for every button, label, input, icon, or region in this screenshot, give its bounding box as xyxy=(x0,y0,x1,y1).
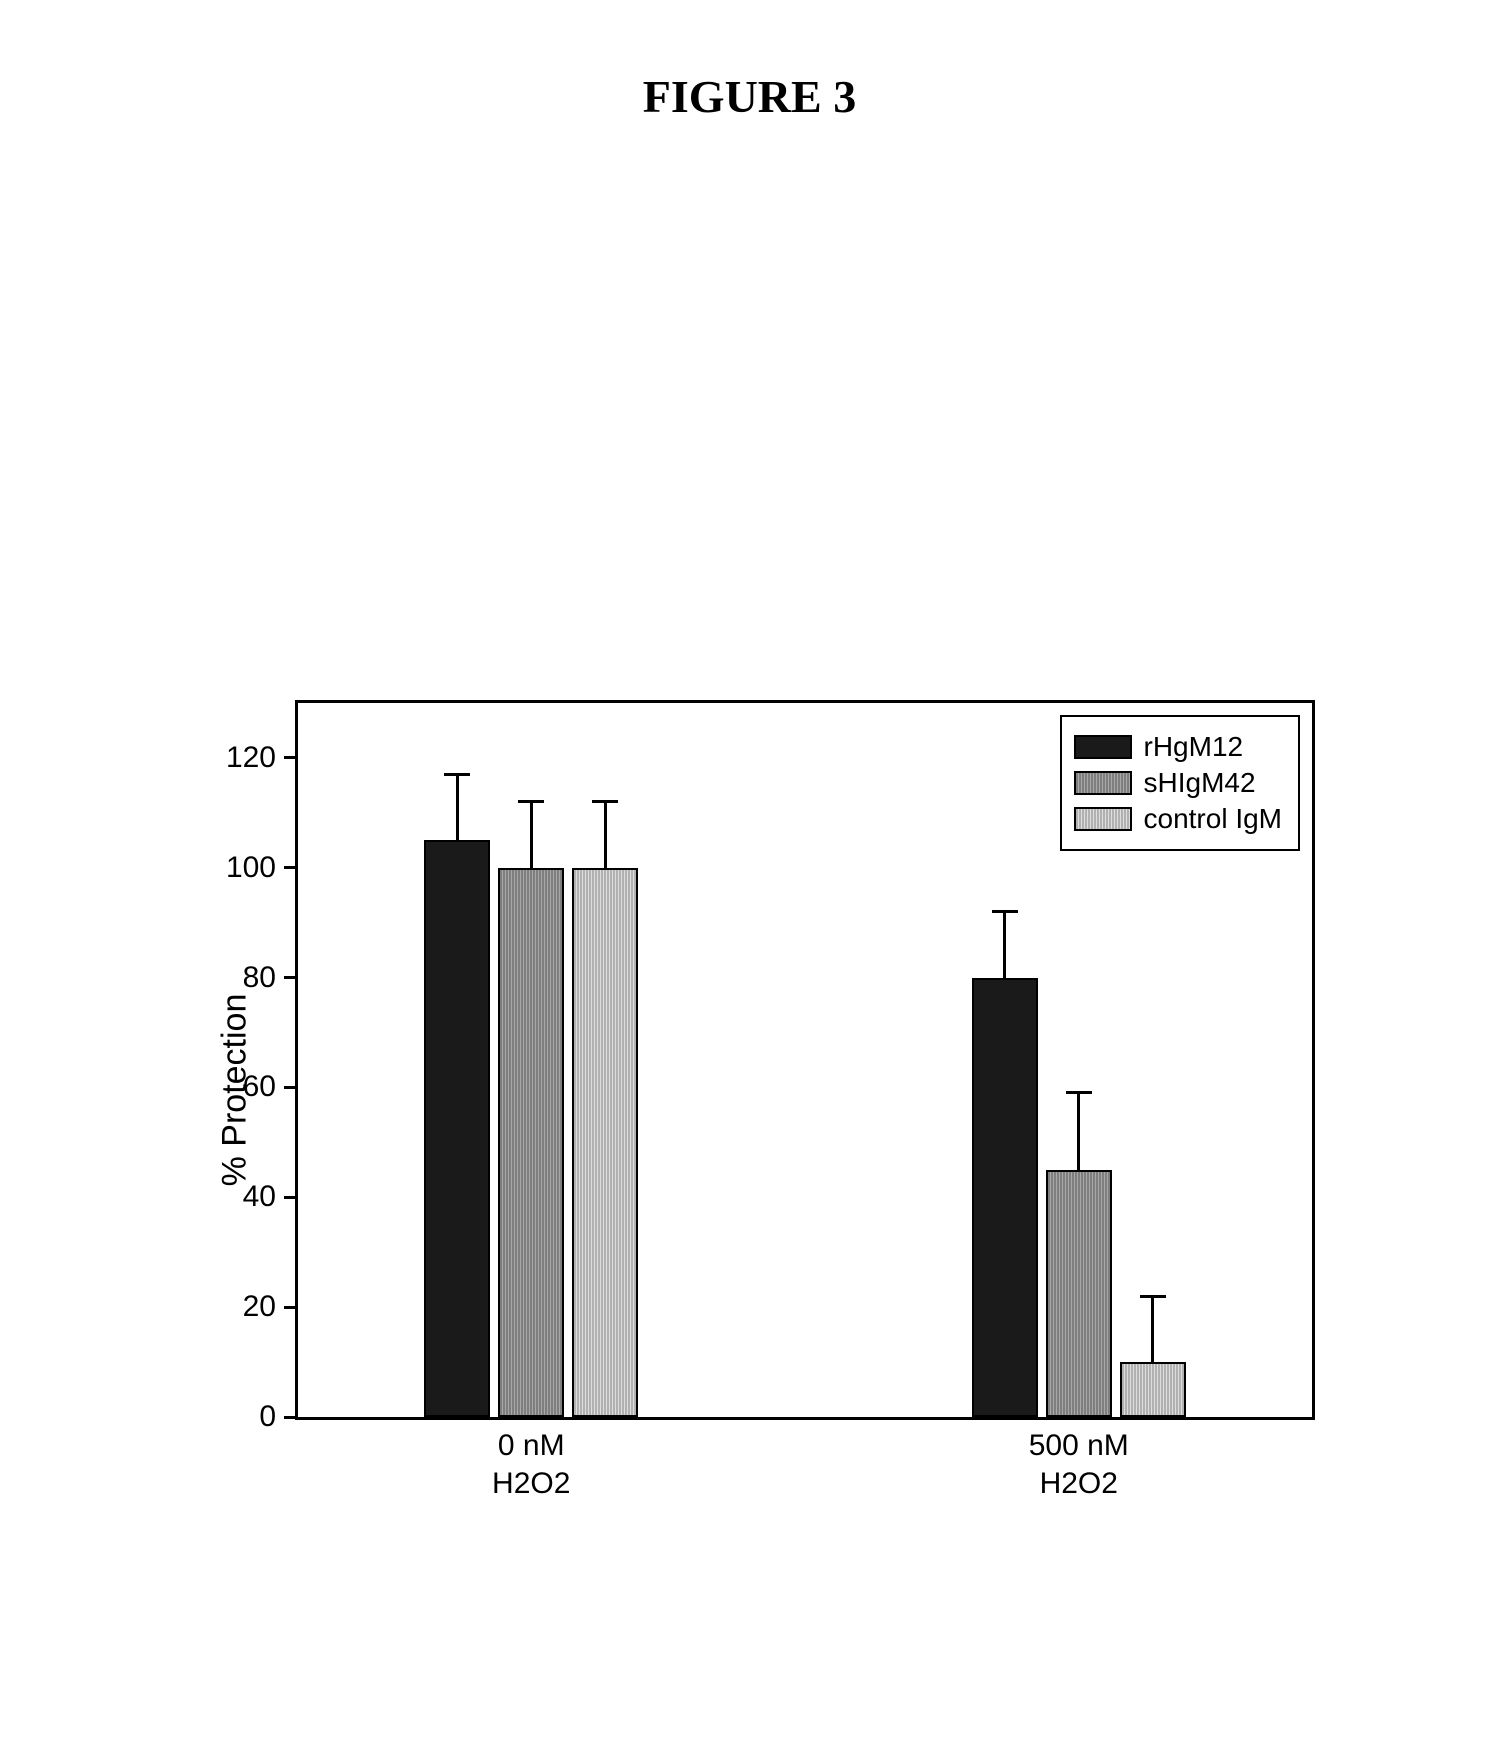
y-tick-mark xyxy=(284,1196,298,1199)
y-tick-mark xyxy=(284,1086,298,1089)
y-tick-mark xyxy=(284,866,298,869)
y-tick-mark xyxy=(284,1416,298,1419)
x-group-label-500nm: 500 nMH2O2 xyxy=(929,1427,1229,1502)
y-tick-label: 100 xyxy=(226,851,276,885)
y-tick-label: 120 xyxy=(226,741,276,775)
y-tick-mark xyxy=(284,976,298,979)
x-axis-labels: 0 nMH2O2500 nMH2O2 xyxy=(298,703,1312,1417)
y-tick-label: 80 xyxy=(243,961,276,995)
plot-frame: 020406080100120 rHgM12sHIgM42control IgM… xyxy=(295,700,1315,1420)
y-tick-label: 0 xyxy=(259,1400,276,1434)
y-tick-mark xyxy=(284,1306,298,1309)
x-group-label-0nm: 0 nMH2O2 xyxy=(381,1427,681,1502)
y-tick-mark xyxy=(284,756,298,759)
y-tick-label: 40 xyxy=(243,1180,276,1214)
y-tick-label: 20 xyxy=(243,1290,276,1324)
figure-title: FIGURE 3 xyxy=(0,70,1499,123)
y-tick-label: 60 xyxy=(243,1070,276,1104)
chart-container: % Protection 020406080100120 rHgM12sHIgM… xyxy=(185,700,1315,1480)
